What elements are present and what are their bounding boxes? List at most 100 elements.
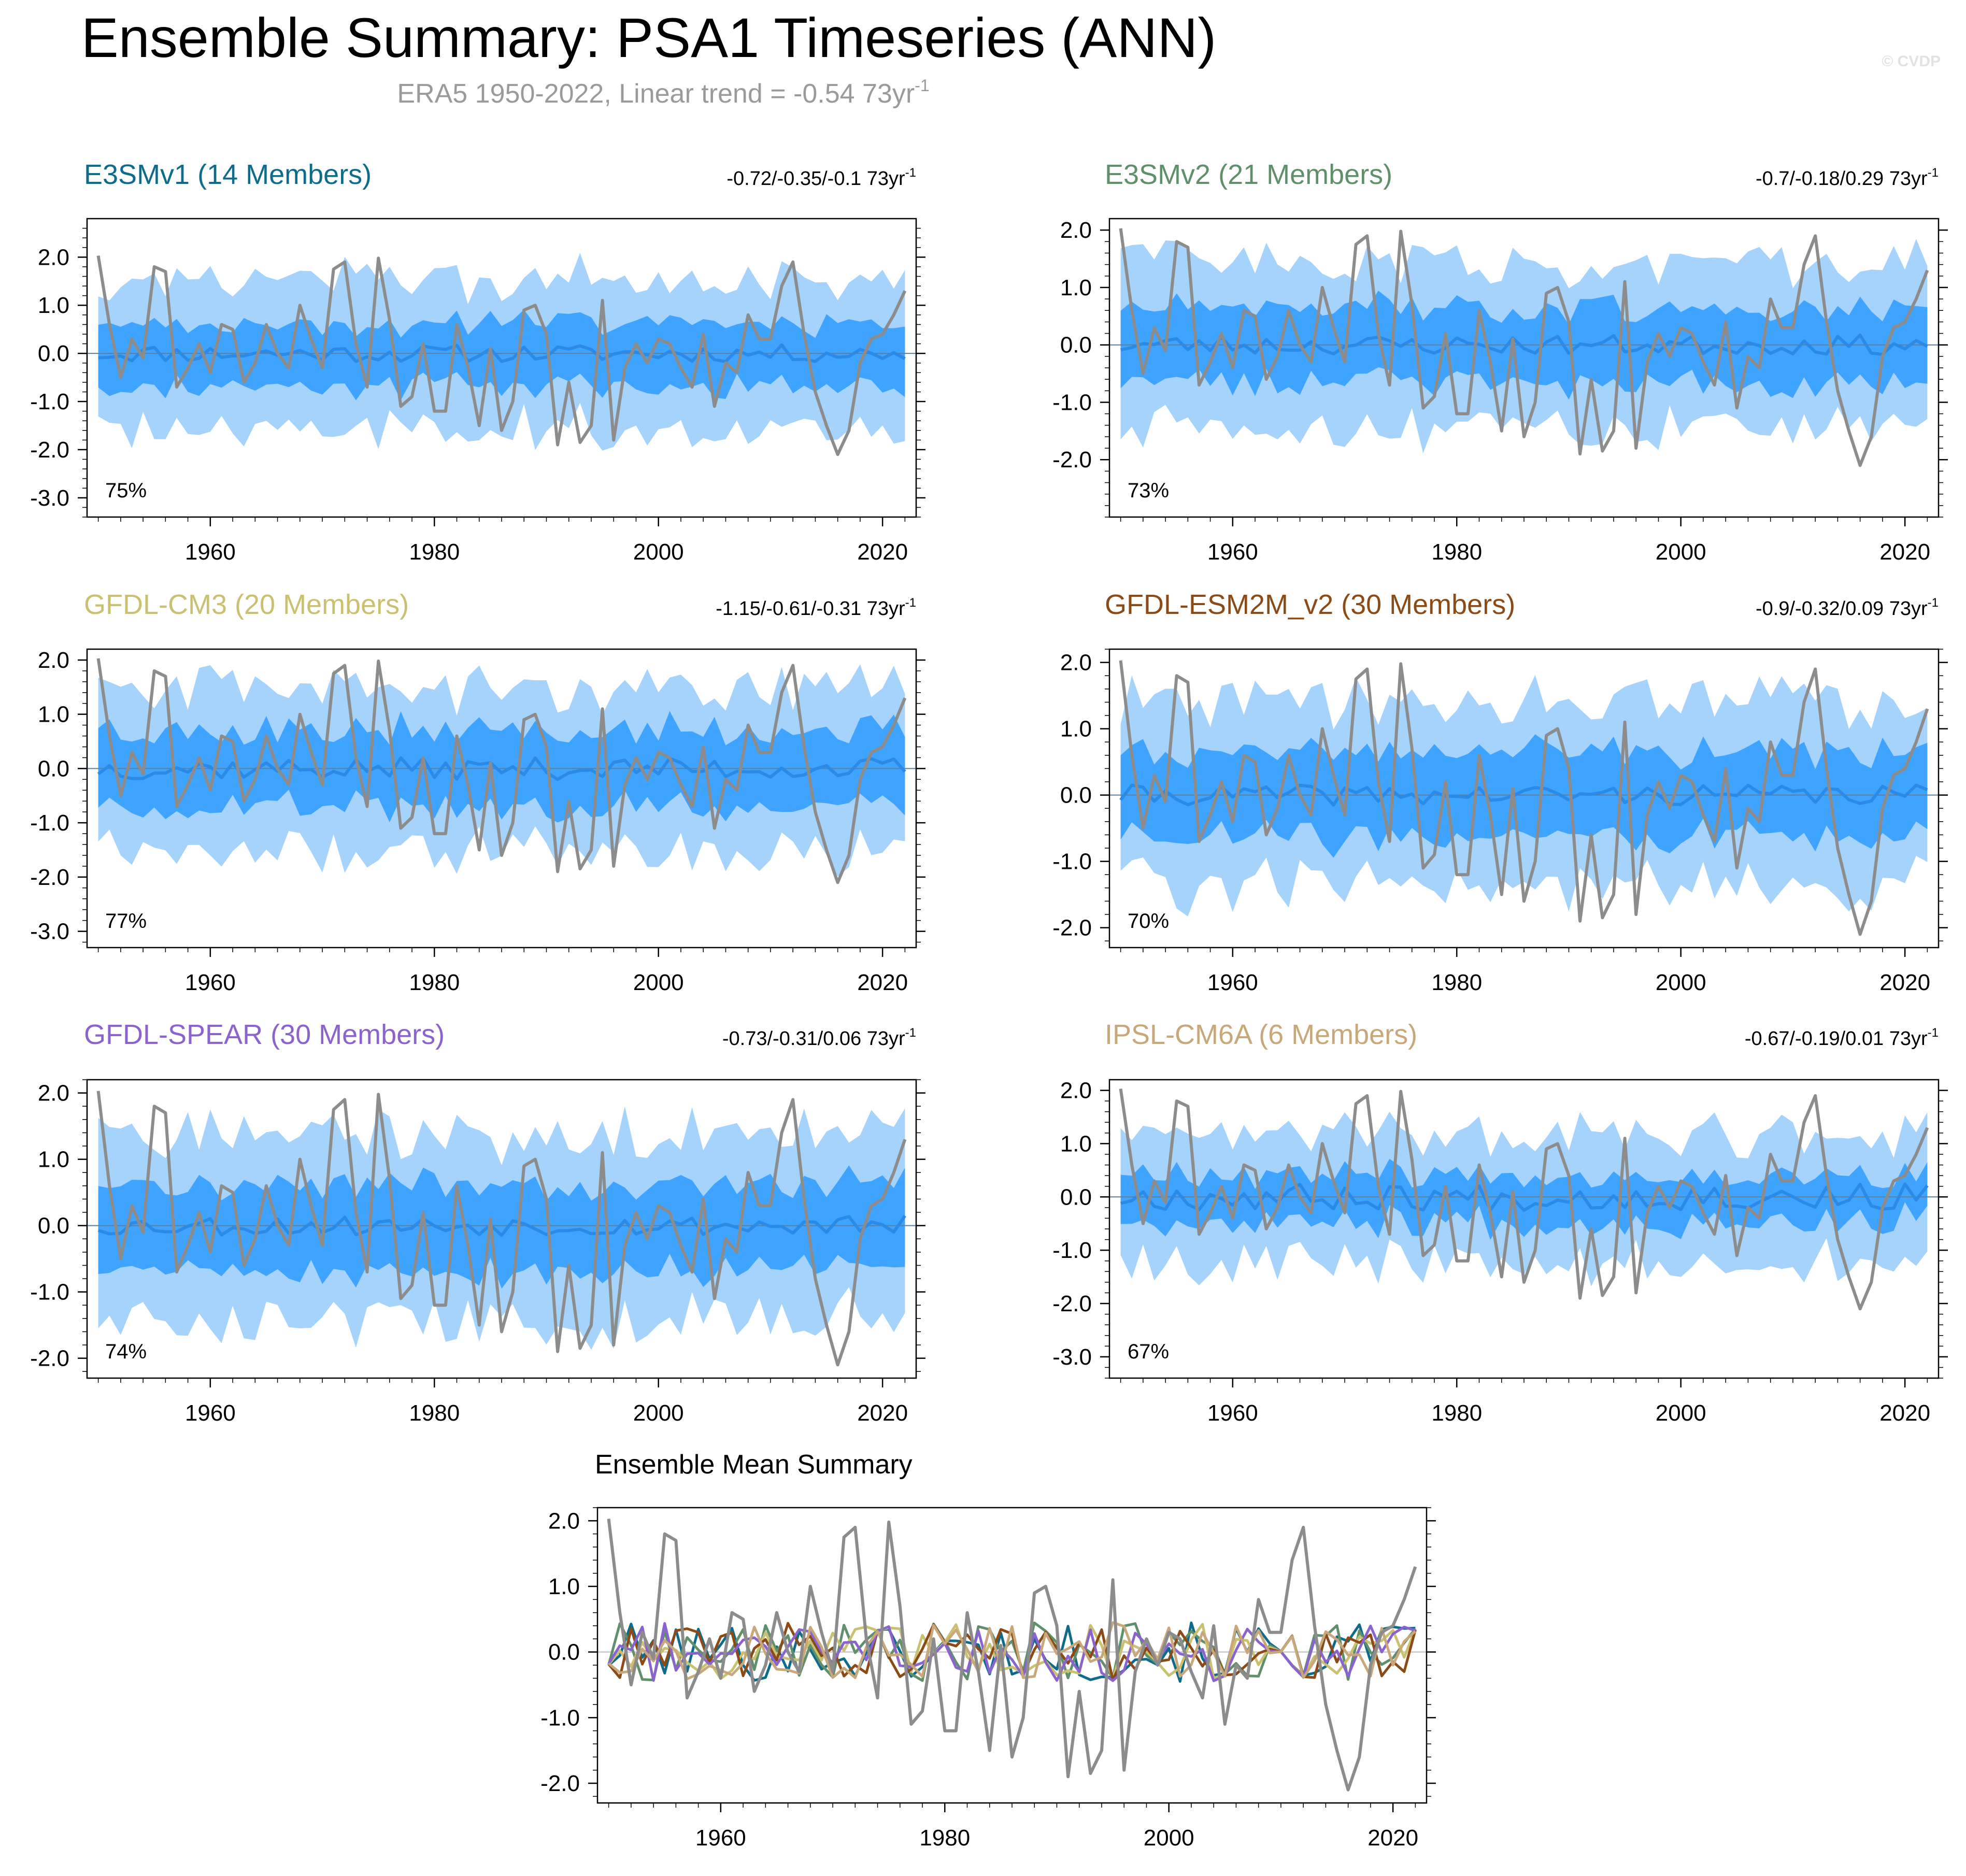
y-tick-label: 0.0 [38,1213,69,1239]
panel-title: Ensemble Mean Summary [595,1450,913,1480]
chart-panel: 2.0 1.0 0.0 -1.0 -2.0 -3.0 1960 1980 2000 2020 GFD… [30,589,925,995]
x-tick-label: 2020 [1879,970,1930,995]
y-tick-label: -2.0 [30,865,69,890]
inner-spread-band [98,309,905,400]
chart-panel: 2.0 1.0 0.0 -1.0 -2.0 1960 1980 2000 2020 GFDL-ES… [1052,589,1948,995]
x-tick-label: 1980 [1431,970,1482,995]
ensemble-mean-line [1120,1182,1929,1212]
x-tick-label: 2020 [857,1400,908,1426]
x-tick-label: 2000 [633,539,684,565]
trend-superscript: -1 [1928,1026,1939,1040]
trend-superscript: -1 [905,166,916,180]
panel-title: E3SMv2 (21 Members) [1105,159,1392,190]
y-tick-label: -1.0 [1052,390,1092,415]
trend-text: -0.73/-0.31/0.06 73yr [722,1028,905,1050]
x-tick-label: 2020 [1879,1400,1930,1426]
ensemble-mean-line [97,756,906,781]
y-tick-label: 0.0 [38,341,69,366]
percent-label: 73% [1128,479,1169,502]
y-tick-label: 0.0 [1060,783,1092,808]
x-tick-label: 1980 [1431,539,1482,565]
plot-area [1109,660,1939,936]
plot-area [1109,228,1939,467]
y-tick-label: -1.0 [30,1280,69,1305]
x-tick-label: 2020 [1879,539,1930,565]
percent-label: 70% [1128,910,1169,933]
panel-title: GFDL-ESM2M_v2 (30 Members) [1105,589,1515,620]
chart-panel: 2.0 1.0 0.0 -1.0 -2.0 1960 1980 2000 2020 GFDL-SP… [30,1019,925,1426]
x-tick-label: 1960 [1207,1400,1258,1426]
x-tick-label: 1960 [1207,970,1258,995]
y-tick-label: 0.0 [38,756,69,781]
subtitle-text: ERA5 1950-2022, Linear trend = -0.54 73y… [397,79,915,109]
y-tick-label: -1.0 [1052,1238,1092,1263]
trend-superscript: -1 [1928,166,1939,180]
trend-text: -1.15/-0.61/-0.31 73yr [716,598,905,620]
y-tick-label: -3.0 [30,485,69,511]
y-tick-label: 1.0 [38,1147,69,1172]
y-tick-label: 2.0 [38,245,69,270]
y-tick-label: -3.0 [1052,1344,1092,1370]
y-tick-label: -2.0 [30,437,69,463]
panel-title: IPSL-CM6A (6 Members) [1105,1019,1417,1050]
y-tick-label: 0.0 [548,1640,580,1665]
observations-line [96,255,907,456]
plot-area [87,658,916,884]
y-tick-label: 1.0 [38,702,69,727]
y-tick-label: -1.0 [30,389,69,414]
x-tick-label: 2000 [1144,1825,1194,1851]
trend-label: -1.15/-0.61/-0.31 73yr-1 [716,596,916,620]
x-tick-label: 1980 [409,539,460,565]
y-tick-label: 1.0 [1060,1131,1092,1156]
y-tick-label: 1.0 [1060,275,1092,300]
y-tick-label: 0.0 [1060,1184,1092,1210]
x-tick-label: 1960 [695,1825,746,1851]
observations-line [607,1519,1417,1792]
x-tick-label: 1960 [185,1400,236,1426]
y-tick-label: 0.0 [1060,333,1092,358]
trend-label: -0.72/-0.35/-0.1 73yr-1 [726,166,916,190]
observations-line [1119,660,1929,936]
y-tick-label: -2.0 [1052,447,1092,472]
chart-panel: 2.0 1.0 0.0 -1.0 -2.0 -3.0 1960 1980 2000 2020 IPS… [1052,1019,1948,1426]
y-tick-label: -2.0 [1052,1291,1092,1316]
y-tick-label: -1.0 [540,1705,580,1730]
percent-label: 74% [105,1340,147,1363]
trend-label: -0.9/-0.32/0.09 73yr-1 [1756,596,1939,620]
x-tick-label: 2020 [857,539,908,565]
panel-title: GFDL-CM3 (20 Members) [84,589,409,620]
x-tick-label: 1980 [1431,1400,1482,1426]
y-tick-label: 1.0 [1060,717,1092,742]
panels-group: 2.0 1.0 0.0 -1.0 -2.0 -3.0 1960 1980 2000 2020 E3S… [30,159,1948,1851]
x-tick-label: 2000 [1656,970,1706,995]
trend-superscript: -1 [905,1026,916,1040]
plot-area [87,1091,916,1367]
trend-label: -0.67/-0.19/0.01 73yr-1 [1745,1026,1939,1050]
inner-spread-band [98,711,905,823]
y-tick-label: 1.0 [38,293,69,318]
y-tick-label: -3.0 [30,919,69,944]
x-tick-label: 2000 [633,1400,684,1426]
x-tick-label: 1960 [185,970,236,995]
chart-panel: 2.0 1.0 0.0 -1.0 -2.0 -3.0 1960 1980 2000 2020 E3S… [30,159,925,565]
y-tick-label: 2.0 [1060,218,1092,243]
x-tick-label: 2020 [857,970,908,995]
figure-subtitle: ERA5 1950-2022, Linear trend = -0.54 73y… [397,76,929,109]
trend-text: -0.7/-0.18/0.29 73yr [1756,168,1928,190]
plot-area [1109,1089,1939,1311]
inner-spread-band [1120,734,1928,858]
trend-superscript: -1 [905,596,916,610]
y-tick-label: -2.0 [1052,915,1092,941]
y-tick-label: 2.0 [38,648,69,673]
ensemble-mean-line [98,343,906,363]
x-tick-label: 2000 [1656,1400,1706,1426]
observations-line [1119,1089,1929,1311]
trend-text: -0.67/-0.19/0.01 73yr [1745,1028,1928,1050]
y-tick-label: 2.0 [1060,650,1092,676]
plot-frame [596,1507,1428,1804]
y-tick-label: -2.0 [30,1346,69,1371]
trend-text: -0.9/-0.32/0.09 73yr [1756,598,1928,620]
copyright-text: © CVDP [1882,53,1941,70]
x-tick-label: 1960 [1207,539,1258,565]
observations-line [96,1091,907,1367]
